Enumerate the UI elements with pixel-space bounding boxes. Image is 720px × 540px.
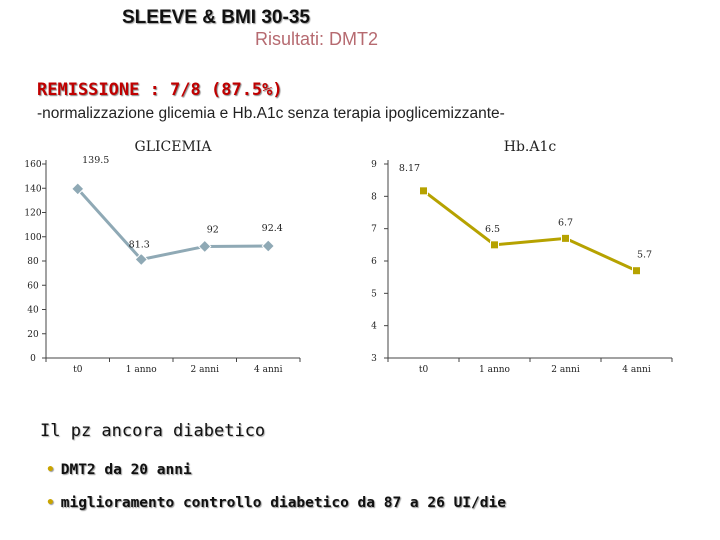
data-label: 92.4 bbox=[262, 223, 283, 234]
y-tick-label: 5 bbox=[371, 289, 377, 299]
data-point bbox=[261, 239, 275, 253]
data-label: 92 bbox=[207, 224, 219, 235]
y-tick-label: 140 bbox=[24, 184, 41, 194]
y-tick-label: 4 bbox=[371, 322, 377, 332]
bullet-text: miglioramento controllo diabetico da 87 … bbox=[60, 495, 506, 511]
data-point bbox=[632, 266, 641, 276]
series-line bbox=[422, 189, 638, 273]
y-tick-label: 80 bbox=[27, 257, 39, 267]
hba1c-chart: Hb.A1c 3 4 5 6 7 8 9 t0 1 anno 2 anni 4 anni 8.17 6.5… bbox=[371, 139, 673, 375]
y-tick-label: 160 bbox=[24, 160, 41, 170]
y-tick-label: 9 bbox=[371, 160, 377, 170]
bullet-dot-icon: • bbox=[46, 462, 55, 478]
normalization-text: -normalizzazione glicemia e Hb.A1c senza… bbox=[37, 105, 505, 122]
x-tick-label: t0 bbox=[419, 365, 429, 375]
data-label: 6.5 bbox=[485, 224, 500, 235]
bullet-dot-icon: • bbox=[46, 495, 55, 511]
data-label: 6.7 bbox=[558, 217, 573, 228]
data-point bbox=[419, 186, 428, 196]
data-point bbox=[561, 233, 570, 243]
y-tick-label: 8 bbox=[371, 192, 377, 202]
y-tick-label: 40 bbox=[27, 306, 39, 316]
x-tick-label: 2 anni bbox=[191, 365, 220, 375]
data-point bbox=[198, 239, 212, 254]
data-label: 81.3 bbox=[129, 239, 150, 250]
data-label: 8.17 bbox=[399, 163, 420, 174]
x-tick-label: 4 anni bbox=[254, 365, 283, 375]
series-line bbox=[76, 187, 269, 262]
x-tick-label: 4 anni bbox=[622, 365, 651, 375]
chart-title: GLICEMIA bbox=[135, 139, 213, 155]
y-tick-label: 3 bbox=[371, 354, 377, 364]
x-tick-label: t0 bbox=[73, 365, 83, 375]
slide-title: SLEEVE & BMI 30-35 bbox=[122, 7, 310, 28]
glicemia-chart: GLICEMIA 0 20 40 60 80 100 120 140 160 t0 1 anno 2 a… bbox=[24, 139, 301, 375]
x-tick-label: 2 anni bbox=[551, 365, 580, 375]
bullet-text: DMT2 da 20 anni bbox=[60, 462, 192, 478]
data-point bbox=[490, 240, 499, 250]
y-tick-label: 120 bbox=[24, 209, 41, 219]
data-label: 5.7 bbox=[637, 250, 652, 261]
slide-subtitle: Risultati: DMT2 bbox=[255, 29, 379, 49]
bullet-item: • miglioramento controllo diabetico da 87… bbox=[46, 495, 506, 511]
data-label: 139.5 bbox=[82, 155, 109, 166]
chart-title: Hb.A1c bbox=[504, 139, 557, 155]
remission-heading: REMISSIONE : 7/8 (87.5%) bbox=[37, 80, 283, 100]
y-tick-label: 0 bbox=[30, 354, 36, 364]
data-point bbox=[71, 182, 85, 196]
data-point bbox=[134, 252, 148, 267]
y-tick-label: 60 bbox=[27, 281, 39, 291]
y-tick-label: 20 bbox=[27, 330, 39, 340]
y-tick-label: 100 bbox=[24, 233, 41, 243]
x-tick-label: 1 anno bbox=[479, 365, 510, 375]
diabetic-note: Il pz ancora diabetico bbox=[40, 421, 266, 441]
y-tick-label: 7 bbox=[371, 225, 377, 235]
x-tick-label: 1 anno bbox=[126, 365, 157, 375]
charts-area: GLICEMIA 0 20 40 60 80 100 120 140 160 t0 1 anno 2 a… bbox=[24, 139, 673, 375]
y-tick-label: 6 bbox=[371, 257, 377, 267]
bullet-item: • DMT2 da 20 anni bbox=[46, 462, 192, 478]
